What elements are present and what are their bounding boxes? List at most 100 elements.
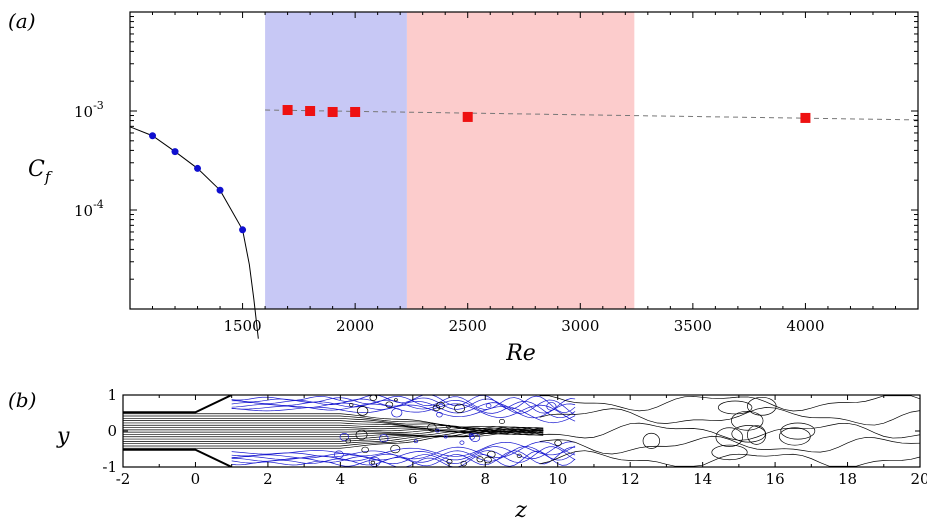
jet-contour-line (123, 428, 544, 434)
vortex-contour (391, 408, 403, 418)
y-tick-label: 0 (107, 422, 117, 440)
jet-contour-line (123, 424, 544, 433)
downstream-contour (539, 450, 920, 467)
x-tick-label: 2000 (336, 317, 374, 335)
shaded-region-2 (406, 12, 635, 309)
vortex-contour (554, 439, 562, 447)
turbulent-point (350, 106, 361, 117)
downstream-eddy-contour (747, 396, 777, 416)
downstream-eddy-contour (730, 410, 764, 431)
vortex-contour (470, 433, 481, 443)
downstream-eddy-contour (717, 400, 753, 415)
turbulent-point (305, 106, 316, 116)
vortex-contour (485, 403, 492, 409)
x-tick-label: 2500 (449, 317, 487, 335)
laminar-point (149, 132, 157, 140)
downstream-eddy-contour (642, 432, 660, 449)
vortex-contour (394, 398, 398, 402)
jet-contour-line (123, 422, 544, 433)
vortex-contour (459, 440, 465, 445)
x-tick-label: 6 (408, 470, 418, 488)
shear-layer-contour (231, 446, 576, 465)
jet-contour-line (123, 431, 544, 449)
vortex-contour (370, 460, 375, 465)
shear-layer-contour (231, 450, 576, 467)
vortex-contour (379, 434, 389, 443)
y-axis-title-main: C (28, 157, 45, 182)
y-tick-exponent: -4 (93, 198, 104, 211)
vortex-contour (436, 411, 443, 418)
x-tick-label: 1500 (223, 317, 261, 335)
shear-layer-contour (231, 395, 576, 414)
x-tick-label: 3500 (674, 317, 712, 335)
x-tick-label: 4000 (786, 317, 824, 335)
jet-contour-line (123, 428, 544, 434)
vortex-contour (476, 456, 484, 463)
vortex-contour (345, 438, 351, 444)
x-tick-label: -2 (116, 470, 131, 488)
vortex-contour (349, 403, 354, 407)
vortex-contour (446, 459, 453, 465)
x-tick-label: 18 (838, 470, 857, 488)
contour-plot-area (123, 395, 920, 467)
x-tick-label: 10 (548, 470, 567, 488)
x-tick-label: 14 (693, 470, 712, 488)
downstream-eddy-contour (780, 422, 816, 440)
vortex-contour (368, 456, 381, 467)
nozzle-wall (123, 395, 233, 414)
shear-layer-contour (231, 441, 576, 461)
panel-a-label: (a) (8, 9, 36, 33)
jet-contour-line (123, 430, 544, 447)
jet-contour-line (123, 415, 544, 432)
x-tick-label: 8 (480, 470, 490, 488)
y-tick-exponent: -3 (93, 99, 104, 112)
downstream-eddy-contour (747, 425, 767, 445)
y-axis-title-cf: Cf (28, 157, 53, 186)
shear-layer-contour (231, 441, 576, 457)
turbulent-point (800, 112, 811, 123)
y-tick-base: 10 (74, 103, 93, 121)
vortex-contour (446, 424, 451, 429)
x-tick-label: 12 (621, 470, 640, 488)
vortex-contour (436, 401, 445, 410)
jet-contour-line (123, 420, 544, 432)
shear-layer-contour (231, 404, 576, 424)
turbulent-point (327, 106, 338, 117)
downstream-contour (539, 422, 920, 441)
y-axis-title-y: y (56, 424, 70, 449)
vortex-contour (546, 402, 557, 411)
laminar-point (239, 226, 247, 234)
shaded-regions (265, 12, 635, 309)
x-tick-label: 2 (263, 470, 273, 488)
x-axis-title-re: Re (505, 341, 536, 366)
y-tick-label: 10-4 (74, 198, 104, 220)
shaded-region-1 (265, 12, 407, 309)
series-1-line (129, 126, 259, 339)
vortex-contour (385, 401, 394, 408)
nozzle-wall (123, 448, 233, 467)
vortex-contour (460, 460, 467, 467)
vortex-contour (454, 403, 466, 413)
downstream-contour (539, 435, 920, 455)
downstream-eddy-contour (778, 427, 811, 446)
laminar-point (216, 186, 224, 194)
x-axis-title-z: z (514, 498, 527, 523)
vortex-contour (334, 450, 344, 459)
x-tick-label: 0 (191, 470, 201, 488)
vortex-contour (361, 446, 369, 454)
downstream-eddy-contour (731, 425, 766, 443)
x-tick-label: 4 (336, 470, 346, 488)
vortex-contour (413, 439, 419, 444)
laminar-point (171, 148, 179, 156)
vortex-contour (498, 418, 505, 424)
turbulent-point (462, 111, 473, 122)
vortex-contour (516, 453, 522, 458)
y-axis-title-sub: f (44, 168, 53, 186)
shear-layer-contour (231, 446, 576, 467)
vortex-contour (468, 434, 475, 440)
laminar-point (194, 164, 202, 172)
turbulent-point (282, 105, 293, 116)
shear-layer-contour (231, 395, 576, 413)
